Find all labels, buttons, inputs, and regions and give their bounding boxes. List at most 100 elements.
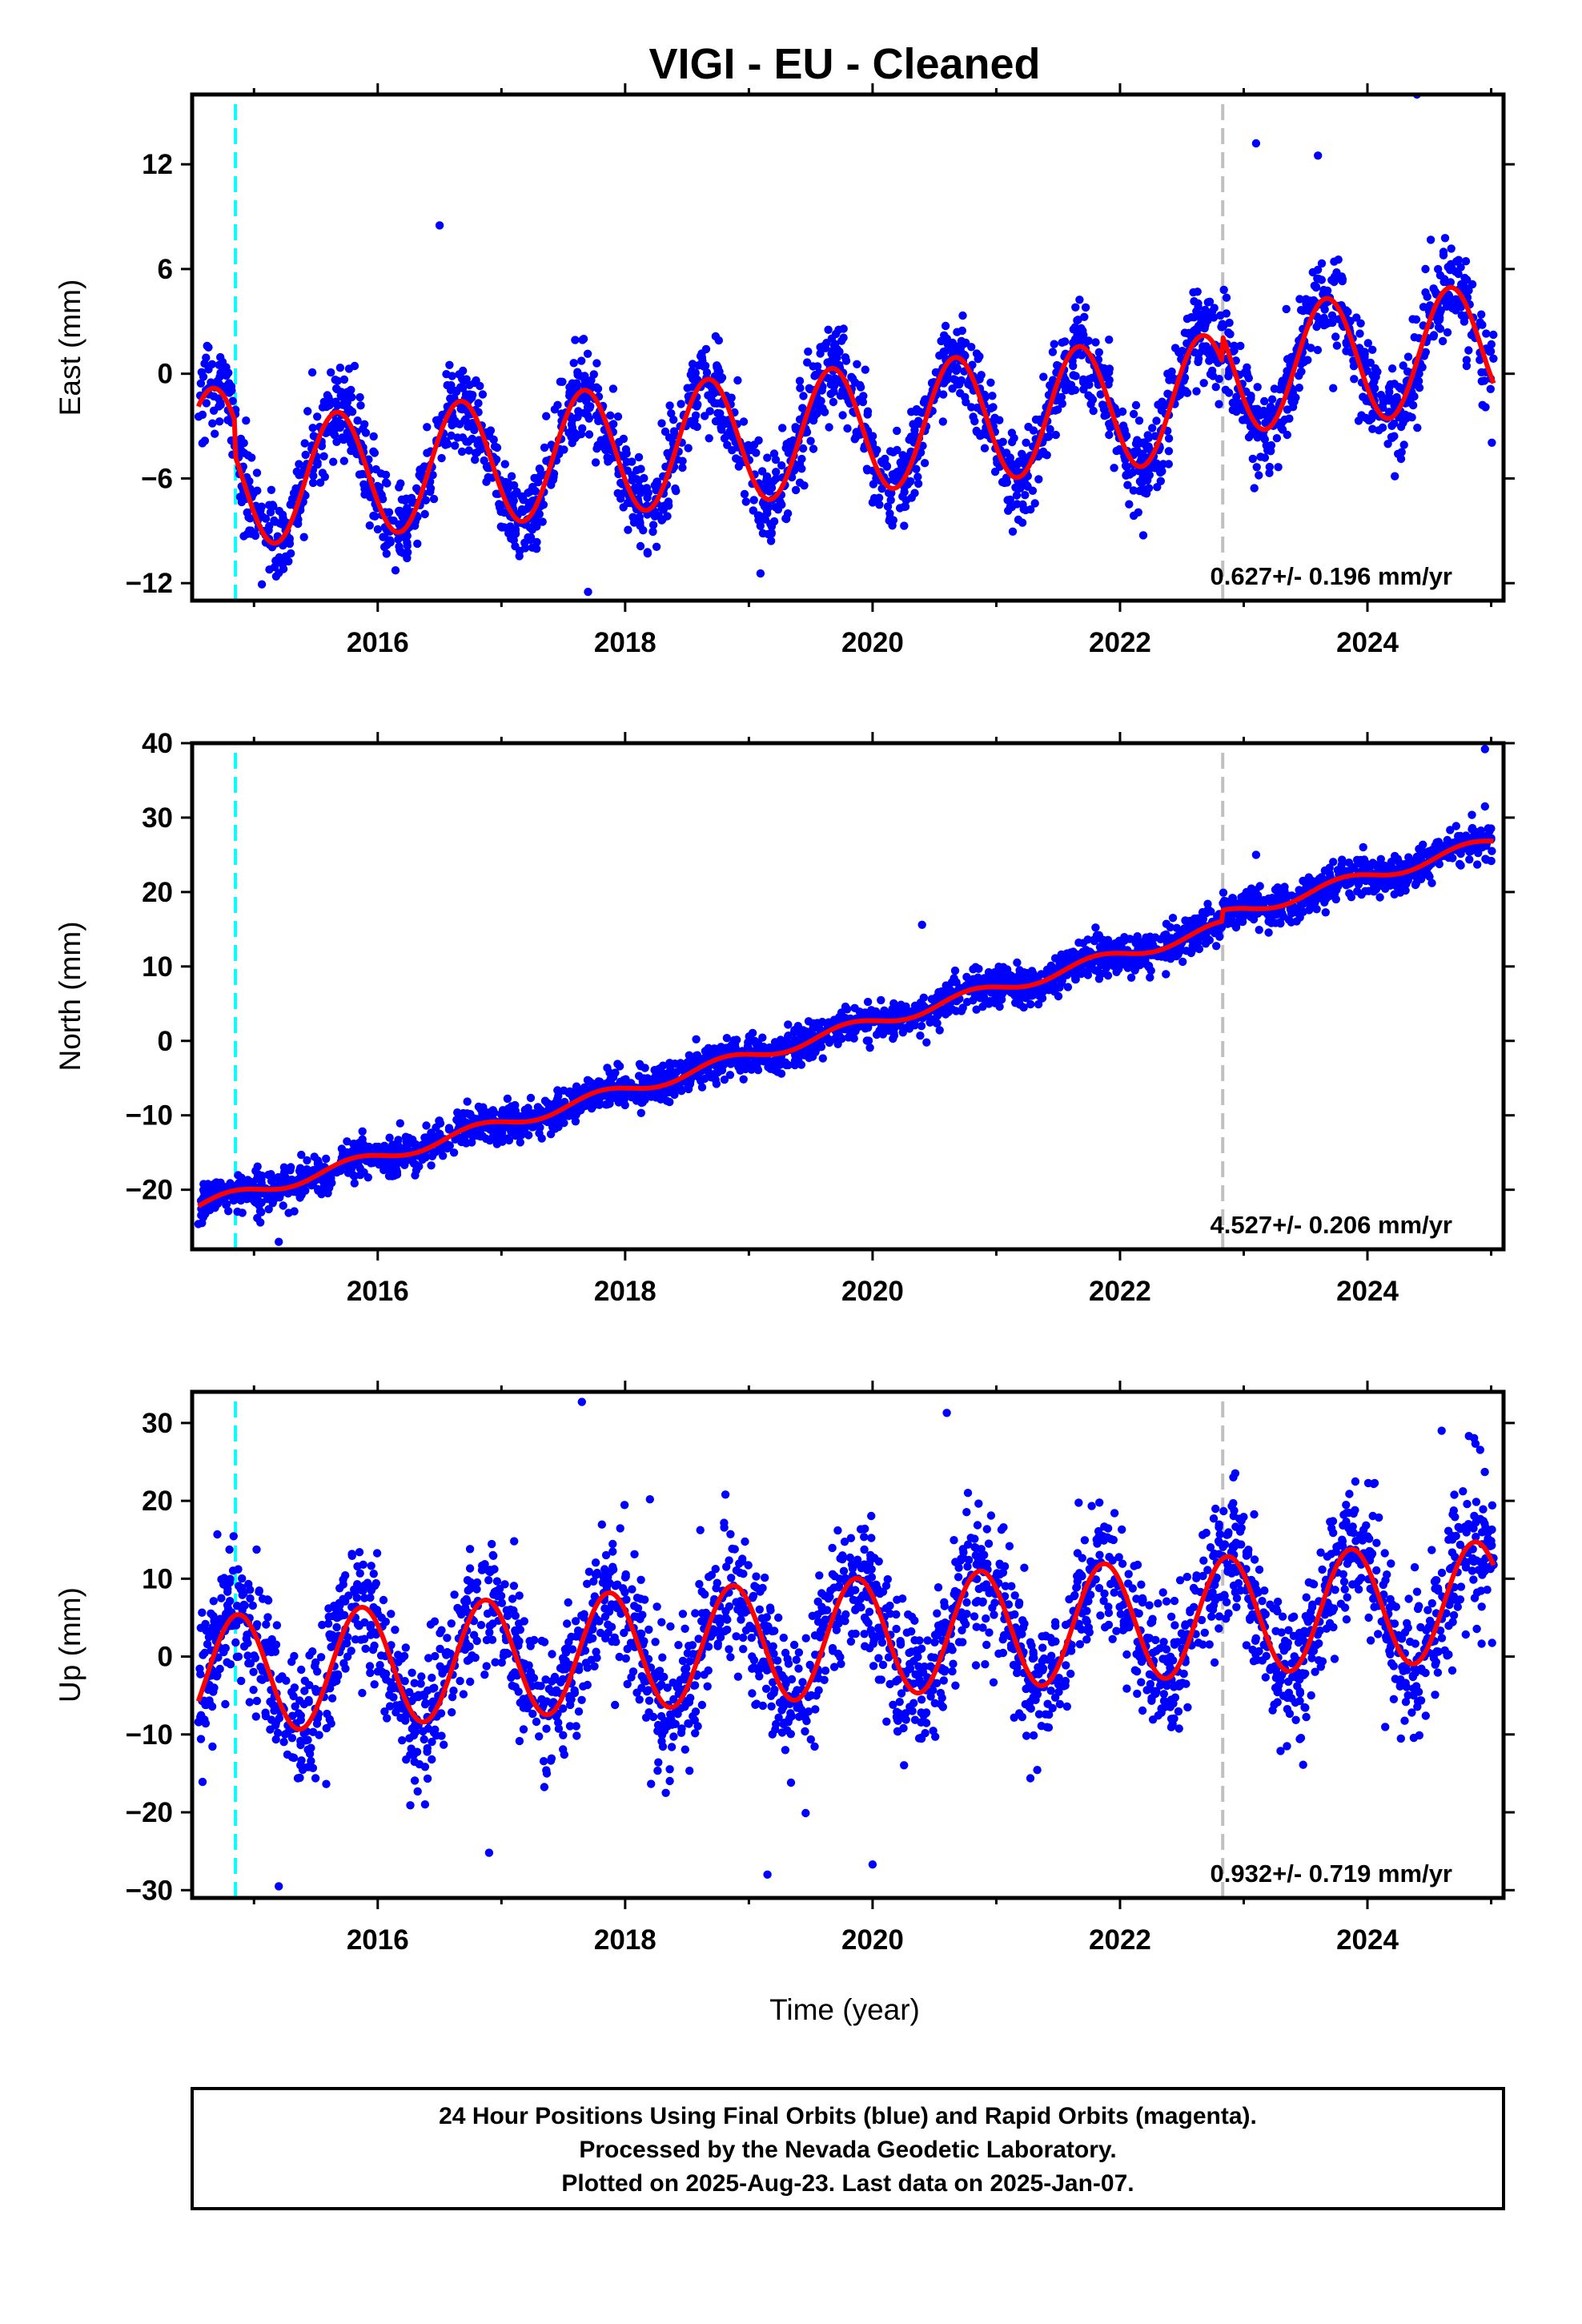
data-point <box>423 448 432 457</box>
data-point <box>678 463 687 472</box>
outlier-point <box>435 221 444 230</box>
data-point <box>252 468 262 477</box>
data-point <box>1153 483 1162 492</box>
data-point <box>1008 527 1018 536</box>
data-point <box>313 412 322 421</box>
data-point <box>1129 511 1138 521</box>
data-point <box>279 1201 287 1210</box>
data-point <box>553 400 562 409</box>
data-point <box>1383 440 1392 448</box>
data-point <box>856 380 865 390</box>
data-point <box>1426 235 1435 244</box>
data-point <box>337 1144 347 1153</box>
data-point <box>1464 346 1473 355</box>
data-point <box>1476 320 1485 328</box>
data-point <box>803 358 812 367</box>
data-point <box>459 366 468 376</box>
data-point <box>1462 356 1472 364</box>
data-point <box>1438 336 1447 346</box>
data-point <box>309 472 318 480</box>
data-point <box>1342 307 1351 316</box>
data-point <box>1283 891 1293 900</box>
data-point <box>591 458 600 467</box>
data-point <box>420 462 429 471</box>
data-point <box>333 376 342 385</box>
data-point <box>827 376 836 385</box>
data-point <box>411 521 420 530</box>
data-point <box>270 516 279 525</box>
data-point <box>461 390 471 399</box>
data-point <box>1206 370 1215 379</box>
data-point <box>1368 424 1377 433</box>
data-point <box>1203 899 1212 908</box>
data-point <box>582 396 591 404</box>
data-point <box>312 1164 322 1173</box>
data-point <box>371 464 380 474</box>
data-point <box>1408 400 1418 410</box>
data-point <box>1094 348 1104 357</box>
data-point <box>611 1068 620 1077</box>
data-point <box>1264 928 1273 937</box>
data-point <box>889 1034 897 1043</box>
data-point <box>1122 462 1131 472</box>
plot-frame <box>190 92 1506 603</box>
data-point <box>1454 255 1464 264</box>
data-point <box>1403 876 1412 885</box>
data-point <box>664 497 673 506</box>
data-point <box>1203 298 1213 307</box>
data-point <box>752 448 761 457</box>
data-point <box>1319 285 1328 295</box>
data-point <box>1048 348 1058 356</box>
data-point <box>558 377 567 386</box>
data-point <box>1142 442 1151 451</box>
data-point <box>1133 446 1142 455</box>
data-point <box>1080 312 1089 321</box>
data-point <box>1236 341 1245 351</box>
data-point <box>504 529 513 538</box>
data-point <box>596 436 605 444</box>
data-point <box>1278 909 1287 918</box>
data-point <box>600 1092 609 1100</box>
data-point <box>253 1213 262 1223</box>
data-point <box>1058 399 1067 408</box>
data-point <box>1467 331 1476 340</box>
data-point <box>397 495 407 504</box>
data-point <box>1280 883 1289 891</box>
data-point <box>1400 410 1410 419</box>
data-point <box>356 401 365 410</box>
data-point <box>1360 352 1369 362</box>
data-point <box>1115 444 1124 454</box>
data-point <box>300 439 309 448</box>
data-point <box>301 1186 310 1196</box>
data-point <box>729 1035 739 1045</box>
data-point <box>714 336 723 345</box>
data-point <box>1082 337 1092 346</box>
data-point <box>1079 385 1088 394</box>
data-point <box>1192 387 1201 396</box>
data-point <box>1342 338 1351 347</box>
data-point <box>819 342 829 351</box>
data-point <box>1202 342 1211 351</box>
data-point <box>1447 263 1456 273</box>
data-point <box>1390 401 1399 410</box>
data-point <box>1215 375 1223 384</box>
data-point <box>583 349 592 358</box>
data-point <box>568 439 576 448</box>
data-point <box>447 431 456 440</box>
data-point <box>978 1002 987 1011</box>
data-point <box>853 360 861 368</box>
data-point <box>308 478 318 488</box>
data-point <box>1177 384 1186 392</box>
data-point <box>1125 500 1134 509</box>
data-point <box>319 452 328 460</box>
data-point <box>538 517 547 526</box>
data-point <box>1455 859 1464 869</box>
data-point <box>318 468 327 477</box>
data-point <box>772 474 781 483</box>
data-point <box>887 489 896 497</box>
data-point <box>893 445 901 455</box>
data-point <box>778 424 787 432</box>
data-point <box>1126 935 1134 943</box>
data-point <box>1089 406 1098 416</box>
data-point <box>689 368 697 377</box>
